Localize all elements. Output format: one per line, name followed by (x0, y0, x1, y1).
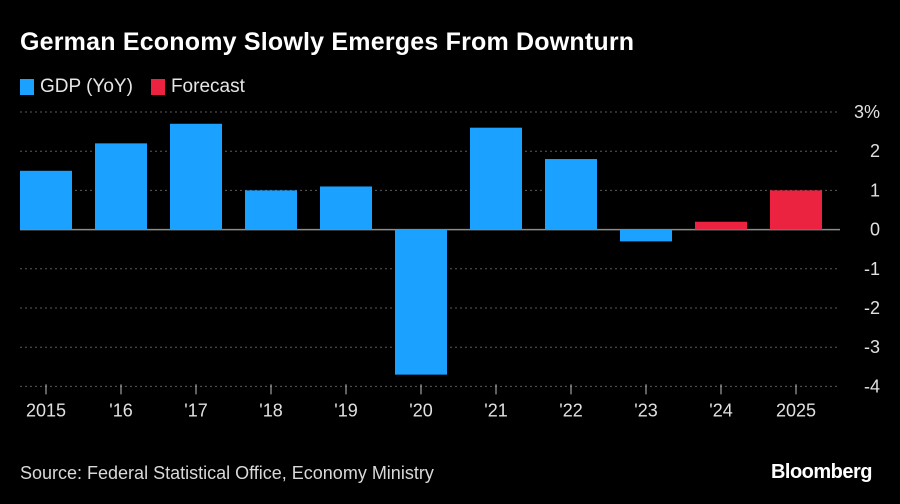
legend-label-forecast: Forecast (170, 76, 245, 97)
legend-swatch-gdp (20, 79, 34, 95)
bar-forecast (695, 221, 747, 230)
x-tick-label: '19 (334, 400, 357, 420)
bar-gdp (320, 186, 372, 230)
legend-item-gdp: GDP (YoY) (20, 76, 133, 98)
bar-gdp (470, 127, 522, 230)
y-tick-label: 3% (854, 102, 880, 122)
x-tick-label: '23 (634, 400, 657, 420)
y-tick-label: -1 (864, 259, 880, 279)
x-tick-label: '20 (409, 400, 432, 420)
legend: GDP (YoY) Forecast (20, 76, 263, 98)
y-tick-label: -3 (864, 337, 880, 357)
x-tick-label: 2025 (776, 400, 816, 420)
y-tick-label: 0 (870, 220, 880, 240)
bar-gdp (395, 229, 447, 375)
y-tick-label: 1 (870, 180, 880, 200)
bar-forecast (770, 190, 822, 230)
bar-gdp (245, 190, 297, 230)
x-tick-label: '21 (484, 400, 507, 420)
source-note: Source: Federal Statistical Office, Econ… (20, 463, 434, 483)
bar-gdp (620, 229, 672, 242)
x-tick-label: '22 (559, 400, 582, 420)
x-tick-label: '17 (184, 400, 207, 420)
y-tick-label: -2 (864, 298, 880, 318)
legend-item-forecast: Forecast (150, 76, 245, 98)
x-tick-label: 2015 (26, 400, 66, 420)
chart-title: German Economy Slowly Emerges From Downt… (20, 28, 635, 56)
bar-chart: 3% 2 1 0 -1 -2 -3 -4 2015 '16 '17 '18 '19 '20 '21 '22 '2… (20, 102, 880, 420)
bar-gdp (545, 159, 597, 230)
bar-gdp (170, 123, 222, 230)
bloomberg-logo: Bloomberg (770, 461, 873, 483)
bar-gdp (20, 170, 72, 230)
y-tick-label: -4 (864, 376, 880, 396)
x-tick-label: '16 (109, 400, 132, 420)
x-tick-label: '24 (709, 400, 732, 420)
y-tick-label: 2 (870, 141, 880, 161)
x-tick-label: '18 (259, 400, 282, 420)
bar-gdp (95, 143, 147, 230)
legend-swatch-forecast (150, 79, 165, 95)
legend-label-gdp: GDP (YoY) (40, 76, 133, 97)
